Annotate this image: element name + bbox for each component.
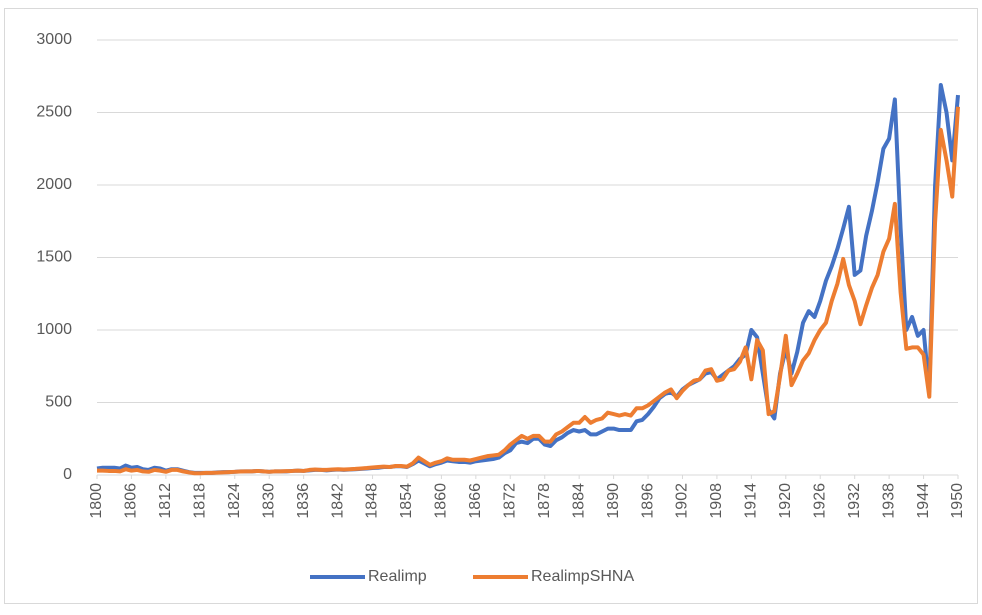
y-tick-label: 500: [45, 394, 72, 411]
x-tick-label: 1830: [260, 483, 277, 519]
x-tick-label: 1896: [639, 483, 656, 519]
y-tick-label: 2000: [36, 176, 72, 193]
x-tick-label: 1872: [501, 483, 518, 519]
x-tick-label: 1860: [433, 483, 450, 519]
x-tick-label: 1884: [570, 483, 587, 519]
x-tick-label: 1866: [467, 483, 484, 519]
x-tick-label: 1914: [743, 483, 760, 519]
x-tick-label: 1920: [777, 483, 794, 519]
x-tick-label: 1818: [192, 483, 209, 519]
x-tick-label: 1932: [846, 483, 863, 519]
x-tick-label: 1812: [157, 483, 174, 519]
x-tick-label: 1806: [123, 483, 140, 519]
x-tick-label: 1902: [674, 483, 691, 519]
chart-border: [4, 8, 978, 604]
x-tick-label: 1944: [915, 483, 932, 519]
y-tick-label: 2500: [36, 104, 72, 121]
y-tick-label: 1000: [36, 321, 72, 338]
x-tick-label: 1950: [949, 483, 966, 519]
x-tick-label: 1938: [880, 483, 897, 519]
x-tick-label: 1842: [329, 483, 346, 519]
legend-label: RealimpSHNA: [531, 568, 634, 585]
x-tick-label: 1848: [364, 483, 381, 519]
legend-label: Realimp: [368, 568, 427, 585]
y-tick-label: 1500: [36, 249, 72, 266]
series-line: [97, 106, 960, 476]
x-tick-label: 1890: [605, 483, 622, 519]
y-tick-label: 0: [63, 466, 72, 483]
x-tick-label: 1824: [226, 483, 243, 519]
y-tick-label: 3000: [36, 31, 72, 48]
x-tick-label: 1800: [88, 483, 105, 519]
x-tick-label: 1908: [708, 483, 725, 519]
x-tick-label: 1854: [398, 483, 415, 519]
x-tick-label: 1926: [811, 483, 828, 519]
x-tick-label: 1878: [536, 483, 553, 519]
x-tick-label: 1836: [295, 483, 312, 519]
